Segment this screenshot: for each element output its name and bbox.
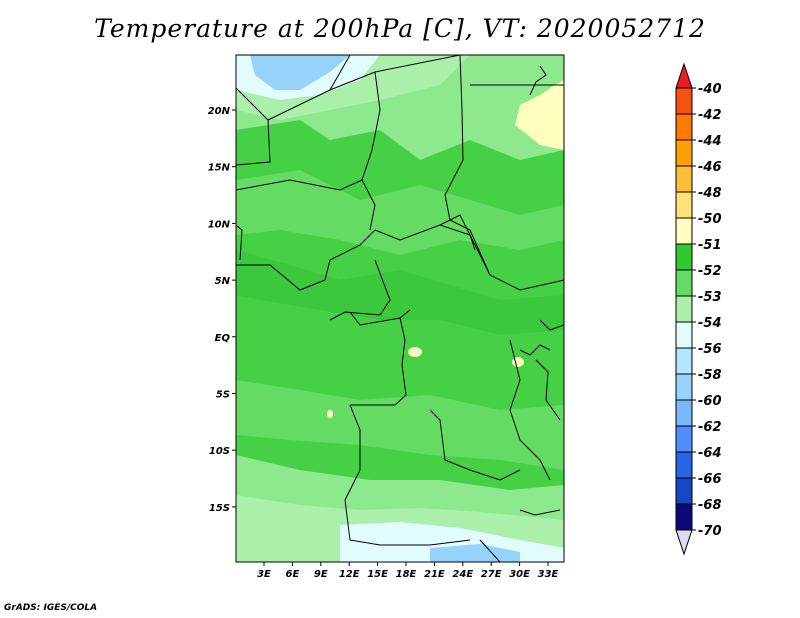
map-title: Temperature at 200hPa [C], VT: 202005271… [94, 14, 706, 43]
colorbar-label: -68 [698, 498, 722, 513]
colorbar-label: -46 [698, 160, 722, 175]
colorbar-segment [675, 139, 693, 167]
colorbar-label: -64 [698, 446, 722, 461]
temperature-field [236, 55, 564, 562]
lon-tick-label: 3E [257, 569, 271, 580]
colorbar-label: -42 [698, 108, 722, 123]
colorbar-segment [675, 321, 693, 349]
lat-tick-label: 5N [215, 276, 231, 287]
lat-tick-label: 15N [208, 163, 231, 174]
latitude-axis: 20N 15N 10N 5N EQ 5S 10S 15S [208, 106, 236, 514]
lat-tick-label: 15S [209, 503, 230, 514]
lon-tick-label: 24E [452, 569, 473, 580]
colorbar-label: -50 [698, 212, 722, 227]
colorbar-label: -53 [698, 290, 722, 305]
colorbar-label: -62 [698, 420, 722, 435]
colorbar-segment [675, 425, 693, 453]
lon-tick-label: 30E [509, 569, 530, 580]
lon-tick-label: 27E [481, 569, 502, 580]
lon-tick-label: 15E [367, 569, 388, 580]
colorbar-label: -58 [698, 368, 722, 383]
lon-tick-label: 21E [424, 569, 445, 580]
country-boundaries [236, 55, 564, 562]
lat-tick-label: 5S [216, 390, 230, 401]
colorbar-label: -52 [698, 264, 722, 279]
lat-tick-label: 10S [209, 446, 230, 457]
colorbar-label: -48 [698, 186, 722, 201]
colorbar-label: -66 [698, 472, 722, 487]
colorbar-segment [675, 503, 693, 531]
colorbar-label: -44 [698, 134, 722, 149]
colorbar-label: -60 [698, 394, 722, 409]
colorbar-segment [675, 477, 693, 505]
colorbar-segment [675, 243, 693, 271]
colorbar-segment [675, 191, 693, 219]
colorbar: -40 -42 -44 -46 -48 -50 -51 -52 -53 -54 -56 -58 -60 -… [675, 62, 722, 556]
lon-tick-label: 12E [339, 569, 360, 580]
colorbar-segment [675, 87, 693, 115]
map-frame [235, 54, 565, 563]
colorbar-label: -40 [698, 82, 722, 97]
colorbar-label: -51 [698, 238, 722, 253]
colorbar-label: -56 [698, 342, 722, 357]
colorbar-segment [675, 165, 693, 193]
colorbar-segment [675, 217, 693, 245]
colorbar-segment [675, 269, 693, 297]
lat-tick-label: 10N [208, 219, 231, 230]
colorbar-label: -54 [698, 316, 722, 331]
colorbar-segment [675, 347, 693, 375]
lon-tick-label: 33E [538, 569, 559, 580]
colorbar-segment [675, 451, 693, 479]
lon-tick-label: 18E [396, 569, 417, 580]
footer-credit: GrADS: IGES/COLA [4, 603, 98, 613]
colorbar-top-arrow [675, 62, 693, 89]
colorbar-segment [675, 399, 693, 427]
colorbar-bottom-arrow [675, 529, 693, 556]
colorbar-segment [675, 113, 693, 141]
lat-tick-label: 20N [208, 106, 231, 117]
longitude-axis: 3E 6E 9E 12E 15E 18E 21E 24E 27E 30E 33E [257, 562, 559, 580]
colorbar-segment [675, 295, 693, 323]
colorbar-segment [675, 373, 693, 401]
colorbar-label: -70 [698, 524, 722, 539]
lat-tick-label: EQ [215, 333, 231, 344]
lon-tick-label: 9E [314, 569, 328, 580]
lon-tick-label: 6E [286, 569, 300, 580]
